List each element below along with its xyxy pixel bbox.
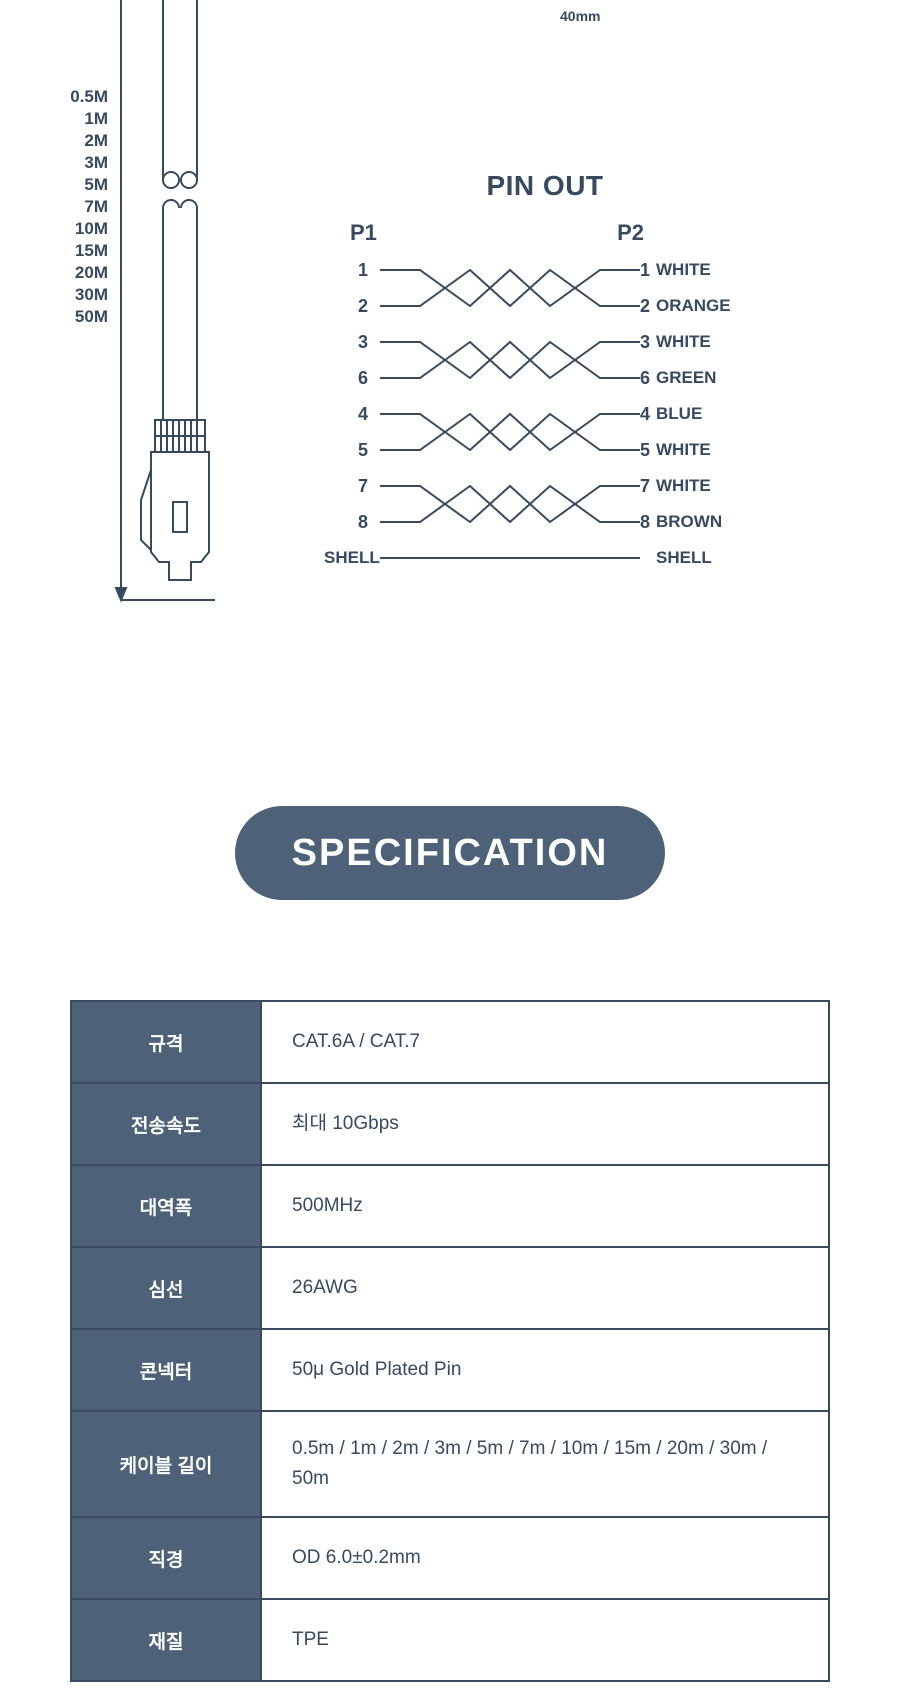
pin-row: 5 5 WHITE [330,432,760,468]
pin-left-num: 1 [358,260,368,281]
pin-left-num: 3 [358,332,368,353]
specification-heading-text: SPECIFICATION [292,832,609,875]
connector-width-label: 40mm [560,8,600,24]
spec-label: 대역폭 [71,1165,261,1247]
pinout-diagram: PIN OUT P1 P2 1 1 WHITE 2 2 ORANGE 3 [330,170,760,576]
pinout-headers: P1 P2 [330,220,760,252]
pin-row: 4 4 BLUE [330,396,760,432]
pin-color-label: ORANGE [656,296,772,316]
spec-value: 50μ Gold Plated Pin [261,1329,829,1411]
pin-left-num: 8 [358,512,368,533]
pin-right-num: 3 [640,332,650,353]
spec-label: 전송속도 [71,1083,261,1165]
pin-right-num: 1 [640,260,650,281]
pin-right-num: 2 [640,296,650,317]
spec-label: 심선 [71,1247,261,1329]
spec-label: 콘넥터 [71,1329,261,1411]
spec-value: CAT.6A / CAT.7 [261,1001,829,1083]
pin-row: 3 3 WHITE [330,324,760,360]
spec-value: 26AWG [261,1247,829,1329]
spec-value: OD 6.0±0.2mm [261,1517,829,1599]
pin-right-num: 8 [640,512,650,533]
spec-label: 직경 [71,1517,261,1599]
pinout-title: PIN OUT [330,170,760,202]
pin-color-label: WHITE [656,476,772,496]
pin-left-num: 7 [358,476,368,497]
table-row: 직경 OD 6.0±0.2mm [71,1517,829,1599]
pin-left-num: 2 [358,296,368,317]
table-row: 대역폭 500MHz [71,1165,829,1247]
shell-right-label: SHELL [656,548,772,568]
shell-left-label: SHELL [324,548,380,568]
spec-label: 케이블 길이 [71,1411,261,1517]
pin-left-num: 5 [358,440,368,461]
pin-right-num: 4 [640,404,650,425]
specification-table: 규격 CAT.6A / CAT.7 전송속도 최대 10Gbps 대역폭 500… [70,1000,830,1682]
table-row: 심선 26AWG [71,1247,829,1329]
table-row: 규격 CAT.6A / CAT.7 [71,1001,829,1083]
table-row: 전송속도 최대 10Gbps [71,1083,829,1165]
pin-left-num: 6 [358,368,368,389]
pinout-header-p2: P2 [617,220,644,246]
table-row: 재질 TPE [71,1599,829,1681]
pin-shell-row: SHELL SHELL [330,540,760,576]
pin-row: 8 8 BROWN [330,504,760,540]
table-row: 콘넥터 50μ Gold Plated Pin [71,1329,829,1411]
pin-color-label: WHITE [656,260,772,280]
pin-right-num: 7 [640,476,650,497]
top-diagram-section: 40mm 0.5M 1M 2M 3M 5M 7M 10M 15M 20M 30M… [0,0,900,720]
spec-label: 규격 [71,1001,261,1083]
spec-value: 500MHz [261,1165,829,1247]
table-row: 케이블 길이 0.5m / 1m / 2m / 3m / 5m / 7m / 1… [71,1411,829,1517]
pin-row: 1 1 WHITE [330,252,760,288]
pin-row: 6 6 GREEN [330,360,760,396]
pin-color-label: BROWN [656,512,772,532]
pinout-header-p1: P1 [350,220,377,246]
spec-label: 재질 [71,1599,261,1681]
cable-connector-illustration [95,0,245,620]
pin-row: 2 2 ORANGE [330,288,760,324]
spec-value: TPE [261,1599,829,1681]
pin-row: 7 7 WHITE [330,468,760,504]
pin-color-label: GREEN [656,368,772,388]
pin-color-label: WHITE [656,440,772,460]
pin-color-label: BLUE [656,404,772,424]
pin-right-num: 6 [640,368,650,389]
pin-right-num: 5 [640,440,650,461]
pin-left-num: 4 [358,404,368,425]
pin-color-label: WHITE [656,332,772,352]
shell-line-icon [380,540,640,576]
specification-heading-pill: SPECIFICATION [235,806,665,900]
spec-value: 최대 10Gbps [261,1083,829,1165]
spec-value: 0.5m / 1m / 2m / 3m / 5m / 7m / 10m / 15… [261,1411,829,1517]
